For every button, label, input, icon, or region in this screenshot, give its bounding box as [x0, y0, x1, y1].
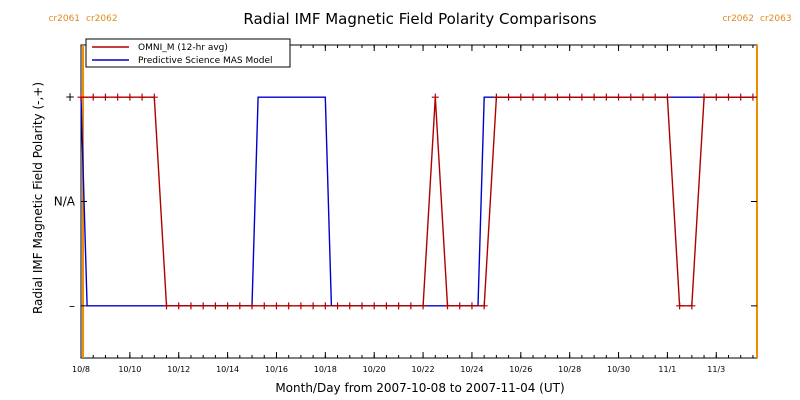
- data-point-marker-23: [358, 302, 366, 310]
- data-point-marker-10: [199, 302, 207, 310]
- data-point-marker-34: [492, 93, 500, 101]
- legend: OMNI_M (12-hr avg) Predictive Science MA…: [85, 38, 291, 68]
- data-point-marker-49: [676, 302, 684, 310]
- data-point-marker-16: [272, 302, 280, 310]
- data-point-marker-35: [505, 93, 513, 101]
- data-point-marker-36: [517, 93, 525, 101]
- data-point-marker-5: [138, 93, 146, 101]
- data-point-marker-29: [431, 93, 439, 101]
- data-point-marker-27: [407, 302, 415, 310]
- data-point-marker-44: [615, 93, 623, 101]
- data-point-marker-6: [150, 93, 158, 101]
- data-point-marker-51: [700, 93, 708, 101]
- x-tick-label: 10/10: [118, 365, 141, 374]
- carrington-label-before-1: cr2062: [722, 14, 754, 24]
- data-point-marker-19: [309, 302, 317, 310]
- data-point-marker-20: [321, 302, 329, 310]
- data-point-marker-7: [163, 302, 171, 310]
- chart-title: Radial IMF Magnetic Field Polarity Compa…: [243, 10, 596, 28]
- data-point-marker-38: [541, 93, 549, 101]
- legend-label-mas: Predictive Science MAS Model: [138, 56, 273, 66]
- data-point-marker-0: [77, 93, 85, 101]
- data-point-marker-53: [724, 93, 732, 101]
- data-point-marker-2: [101, 93, 109, 101]
- data-point-marker-55: [749, 93, 757, 101]
- data-point-marker-21: [334, 302, 342, 310]
- x-tick-label: 10/20: [363, 365, 386, 374]
- data-point-marker-45: [627, 93, 635, 101]
- x-tick-label: 10/8: [72, 365, 90, 374]
- data-point-marker-41: [578, 93, 586, 101]
- carrington-label-after-0: cr2062: [86, 14, 118, 24]
- data-point-marker-15: [260, 302, 268, 310]
- data-point-marker-54: [737, 93, 745, 101]
- series-line-1: [80, 96, 753, 307]
- data-point-marker-22: [346, 302, 354, 310]
- x-tick-label: 10/22: [412, 365, 435, 374]
- data-point-marker-11: [211, 302, 219, 310]
- x-tick-label: 10/30: [607, 365, 630, 374]
- carrington-label-after-1: cr2063: [760, 14, 792, 24]
- x-tick-label: 11/1: [658, 365, 676, 374]
- data-point-marker-52: [712, 93, 720, 101]
- carrington-label-before-0: cr2061: [48, 14, 80, 24]
- series-layer: [77, 93, 757, 310]
- x-tick-label: 10/24: [460, 365, 483, 374]
- data-point-marker-50: [688, 302, 696, 310]
- y-axis-title: Radial IMF Magnetic Field Polarity (-,+): [31, 82, 45, 314]
- data-point-marker-46: [639, 93, 647, 101]
- x-tick-label: 10/18: [314, 365, 337, 374]
- x-axis-title: Month/Day from 2007-10-08 to 2007-11-04 …: [275, 381, 564, 395]
- axis-ticks-layer: 10/8 10/10 10/12 10/14 10/16 10/18 10/20 10/22 1…: [54, 45, 757, 374]
- legend-box: [85, 38, 291, 68]
- data-point-marker-37: [529, 93, 537, 101]
- data-point-marker-30: [444, 302, 452, 310]
- data-point-marker-13: [236, 302, 244, 310]
- x-tick-label: 11/3: [707, 365, 725, 374]
- data-point-marker-47: [651, 93, 659, 101]
- data-point-marker-25: [382, 302, 390, 310]
- x-tick-label: 10/14: [216, 365, 239, 374]
- y-tick-label: +: [65, 90, 75, 104]
- legend-label-omni: OMNI_M (12-hr avg): [138, 43, 228, 53]
- data-point-marker-9: [187, 302, 195, 310]
- x-tick-label: 10/26: [509, 365, 532, 374]
- data-point-marker-31: [456, 302, 464, 310]
- data-point-marker-24: [370, 302, 378, 310]
- data-point-marker-48: [663, 93, 671, 101]
- series-line-0: [81, 96, 753, 307]
- data-point-marker-26: [395, 302, 403, 310]
- data-point-marker-1: [89, 93, 97, 101]
- data-point-marker-39: [553, 93, 561, 101]
- data-point-marker-33: [480, 302, 488, 310]
- data-point-marker-14: [248, 302, 256, 310]
- x-tick-label: 10/12: [167, 365, 190, 374]
- data-point-marker-18: [297, 302, 305, 310]
- x-tick-label: 10/28: [558, 365, 581, 374]
- y-tick-label: –: [69, 299, 75, 313]
- data-point-marker-17: [285, 302, 293, 310]
- x-tick-label: 10/16: [265, 365, 288, 374]
- data-point-marker-32: [468, 302, 476, 310]
- y-tick-label: N/A: [54, 195, 76, 209]
- data-point-marker-4: [126, 93, 134, 101]
- data-point-marker-3: [114, 93, 122, 101]
- plot-frame: [80, 44, 758, 359]
- data-point-marker-12: [224, 302, 232, 310]
- data-point-marker-8: [175, 302, 183, 310]
- data-point-marker-40: [566, 93, 574, 101]
- data-point-marker-42: [590, 93, 598, 101]
- data-point-marker-43: [602, 93, 610, 101]
- data-point-marker-28: [419, 302, 427, 310]
